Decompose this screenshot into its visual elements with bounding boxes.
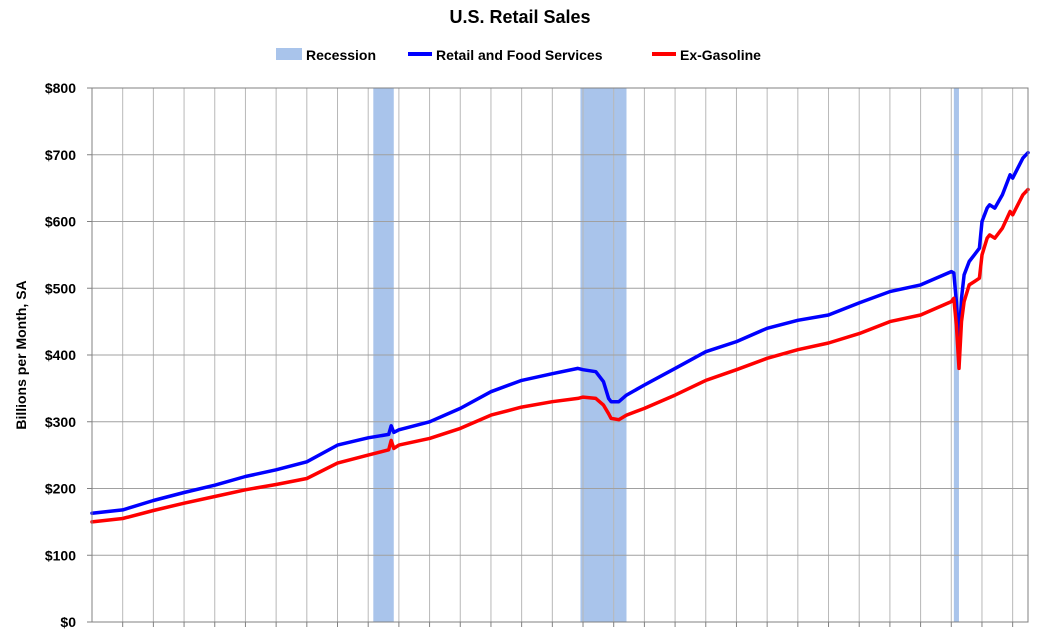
chart-legend: Recession Retail and Food Services Ex-Ga… [276,47,761,63]
gridlines [92,87,1028,623]
legend-label-ex-gasoline: Ex-Gasoline [680,47,761,63]
y-tick-label: $0 [60,614,76,630]
series-line-retail-and-food-services [90,150,1030,515]
y-tick-label: $600 [45,214,76,230]
y-tick-label: $800 [45,80,76,96]
legend-label-recession: Recession [306,47,376,63]
y-tick-label: $300 [45,414,76,430]
y-tick-label: $400 [45,347,76,363]
y-tick-label: $100 [45,547,76,563]
axes: $0 $100 $200 $300 $400 $500 $600 $700 $800 [45,80,1029,630]
series-lines [90,150,1030,524]
legend-label-retail-and-food-services: Retail and Food Services [436,47,603,63]
legend-swatch-recession [276,48,302,60]
y-axis-title: Billions per Month, SA [13,280,29,429]
y-tick-label: $700 [45,147,76,163]
y-tick-label: $200 [45,481,76,497]
series-line-ex-gasoline [90,187,1030,524]
y-tick-label: $500 [45,280,76,296]
plot-area-border [91,87,1029,623]
chart-title: U.S. Retail Sales [449,7,590,27]
